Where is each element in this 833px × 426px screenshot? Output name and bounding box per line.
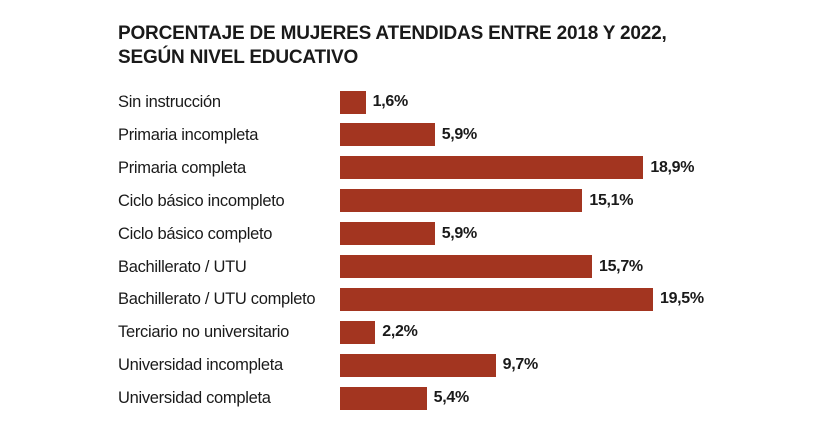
category-label: Sin instrucción	[118, 93, 221, 111]
bar	[340, 123, 435, 147]
chart-title: PORCENTAJE DE MUJERES ATENDIDAS ENTRE 20…	[118, 22, 758, 70]
bar	[340, 156, 644, 180]
category-label: Terciario no universitario	[118, 323, 290, 342]
bar	[340, 287, 653, 311]
bar	[340, 90, 366, 114]
category-label: Ciclo básico incompleto	[118, 191, 285, 210]
value-label: 15,7%	[598, 257, 643, 275]
value-label: 5,9%	[441, 125, 478, 143]
category-label: Universidad incompleta	[118, 356, 283, 375]
value-label: 18,9%	[650, 158, 695, 176]
bar	[340, 320, 376, 344]
bar	[340, 386, 427, 410]
category-label: Universidad completa	[118, 389, 271, 408]
category-label: Bachillerato / UTU	[118, 257, 247, 276]
chart-title-line-2: SEGÚN NIVEL EDUCATIVO	[118, 47, 359, 68]
category-label: Ciclo básico completo	[118, 224, 273, 243]
bar	[340, 353, 496, 377]
value-label: 2,2%	[382, 323, 418, 341]
chart-title-line-1: PORCENTAJE DE MUJERES ATENDIDAS ENTRE 20…	[118, 23, 667, 44]
bar	[340, 222, 435, 246]
bar	[340, 255, 592, 278]
value-label: 1,6%	[372, 93, 409, 110]
value-label: 5,9%	[441, 224, 478, 242]
value-label: 9,7%	[502, 356, 539, 374]
category-label: Bachillerato / UTU completo	[118, 290, 316, 309]
value-label: 19,5%	[659, 290, 704, 308]
value-label: 5,4%	[433, 389, 470, 407]
bar	[340, 189, 583, 213]
category-label: Primaria completa	[118, 158, 246, 177]
category-label: Primaria incompleta	[118, 125, 259, 144]
value-label: 15,1%	[589, 191, 634, 209]
